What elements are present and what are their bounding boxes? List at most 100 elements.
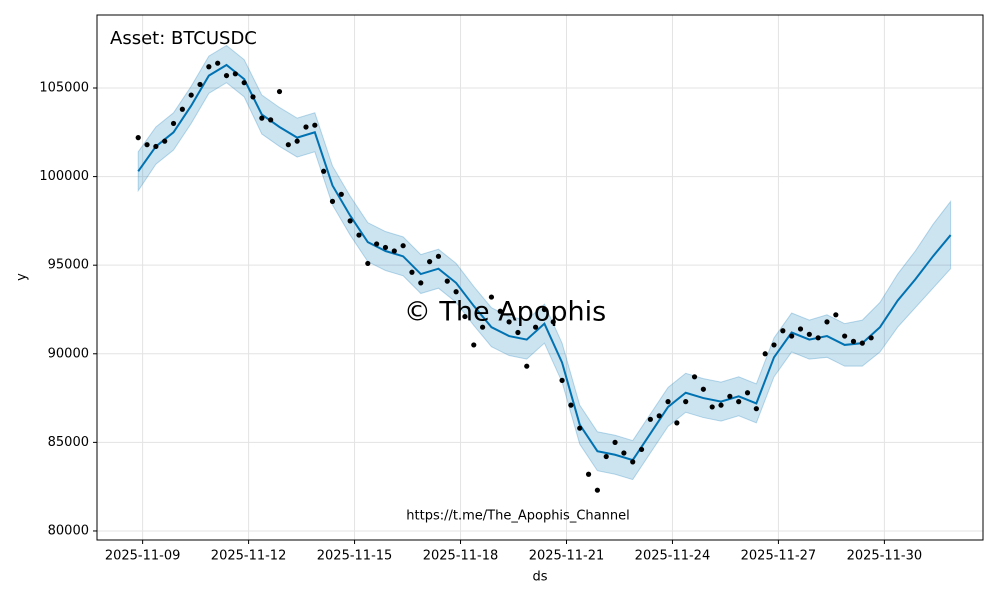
observed-point <box>585 471 592 477</box>
observed-point <box>241 80 247 86</box>
x-axis-label: ds <box>532 570 547 585</box>
observed-point <box>700 386 706 392</box>
observed-point <box>321 168 327 174</box>
observed-point <box>824 319 830 325</box>
observed-point <box>762 351 768 357</box>
observed-point <box>727 393 733 399</box>
observed-point <box>524 363 530 369</box>
observed-point <box>497 308 503 314</box>
observed-point <box>329 198 336 204</box>
x-tick-label: 2025-11-30 <box>847 549 923 564</box>
observed-point <box>435 253 442 259</box>
observed-point <box>250 94 256 100</box>
observed-point <box>144 142 150 148</box>
observed-point <box>709 404 715 410</box>
observed-point <box>391 248 397 254</box>
observed-point <box>850 338 857 344</box>
observed-point <box>638 446 645 453</box>
uncertainty-band <box>137 44 952 481</box>
observed-point <box>656 413 662 419</box>
observed-point <box>338 191 344 197</box>
observed-point <box>374 241 380 247</box>
observed-point <box>683 399 689 405</box>
observed-point <box>868 335 874 341</box>
x-tick-label: 2025-11-24 <box>635 549 711 564</box>
observed-point <box>859 340 865 346</box>
observed-point <box>276 88 283 95</box>
observed-point <box>744 390 751 396</box>
observed-point <box>232 71 238 77</box>
x-tick-label: 2025-11-21 <box>529 549 605 564</box>
observed-point <box>347 218 353 224</box>
observed-point <box>550 319 556 325</box>
observed-point <box>612 439 618 445</box>
observed-point <box>170 120 177 127</box>
observed-point <box>771 342 777 348</box>
y-tick-label: 80000 <box>48 523 89 538</box>
observed-point <box>223 72 230 79</box>
observed-point <box>603 453 609 460</box>
observed-point <box>559 377 565 383</box>
plot-frame <box>96 14 984 541</box>
observed-point <box>541 306 548 313</box>
observed-point <box>718 402 724 408</box>
observed-point <box>382 244 389 251</box>
observed-point <box>789 333 795 339</box>
observed-point <box>506 319 512 325</box>
observed-point <box>488 294 495 300</box>
observed-point <box>312 122 318 128</box>
x-tick-label: 2025-11-15 <box>317 549 393 564</box>
observed-point <box>427 259 433 265</box>
observed-point <box>674 420 680 426</box>
y-axis-label: y <box>15 273 30 281</box>
observed-point <box>480 324 486 330</box>
observed-point <box>453 289 459 295</box>
observed-point <box>568 402 574 408</box>
observed-point <box>206 64 212 70</box>
forecast-line <box>137 63 952 462</box>
observed-point <box>409 269 415 275</box>
observed-point <box>197 81 203 88</box>
observed-point <box>259 115 265 121</box>
observed-point <box>621 450 627 456</box>
observed-point <box>806 331 812 337</box>
observed-point <box>303 124 309 130</box>
y-tick-label: 100000 <box>39 169 89 184</box>
observed-point <box>268 117 274 123</box>
observed-point <box>294 138 300 144</box>
observed-point <box>515 329 521 336</box>
chart-title: Asset: BTCUSDC <box>110 28 257 49</box>
observed-point <box>418 280 424 286</box>
observed-point <box>400 243 406 249</box>
observed-point <box>753 406 759 412</box>
observed-point <box>691 374 698 380</box>
observed-point <box>797 326 804 332</box>
x-tick-label: 2025-11-27 <box>741 549 817 564</box>
observed-point <box>462 313 468 320</box>
observed-point <box>162 138 168 144</box>
watermark: © The Apophis <box>404 297 606 328</box>
observed-point <box>444 278 450 284</box>
x-tick-label: 2025-11-09 <box>105 549 181 564</box>
observed-point <box>356 232 362 238</box>
observed-point <box>532 324 539 330</box>
observed-point <box>736 399 742 405</box>
observed-point <box>842 333 848 339</box>
x-tick-label: 2025-11-12 <box>211 549 287 564</box>
observed-point <box>285 142 291 148</box>
observed-point <box>471 342 477 348</box>
observed-point <box>215 60 221 66</box>
observed-point <box>577 425 583 431</box>
observed-point <box>815 335 821 341</box>
y-tick-label: 85000 <box>48 435 89 450</box>
observed-point <box>365 260 371 267</box>
observed-point <box>630 459 636 465</box>
y-tick-label: 95000 <box>48 258 89 273</box>
observed-point <box>594 487 600 493</box>
x-tick-label: 2025-11-18 <box>423 549 499 564</box>
y-tick-label: 90000 <box>48 346 89 361</box>
observed-point <box>179 106 185 112</box>
y-tick-label: 105000 <box>39 81 89 96</box>
observed-point <box>665 399 671 405</box>
